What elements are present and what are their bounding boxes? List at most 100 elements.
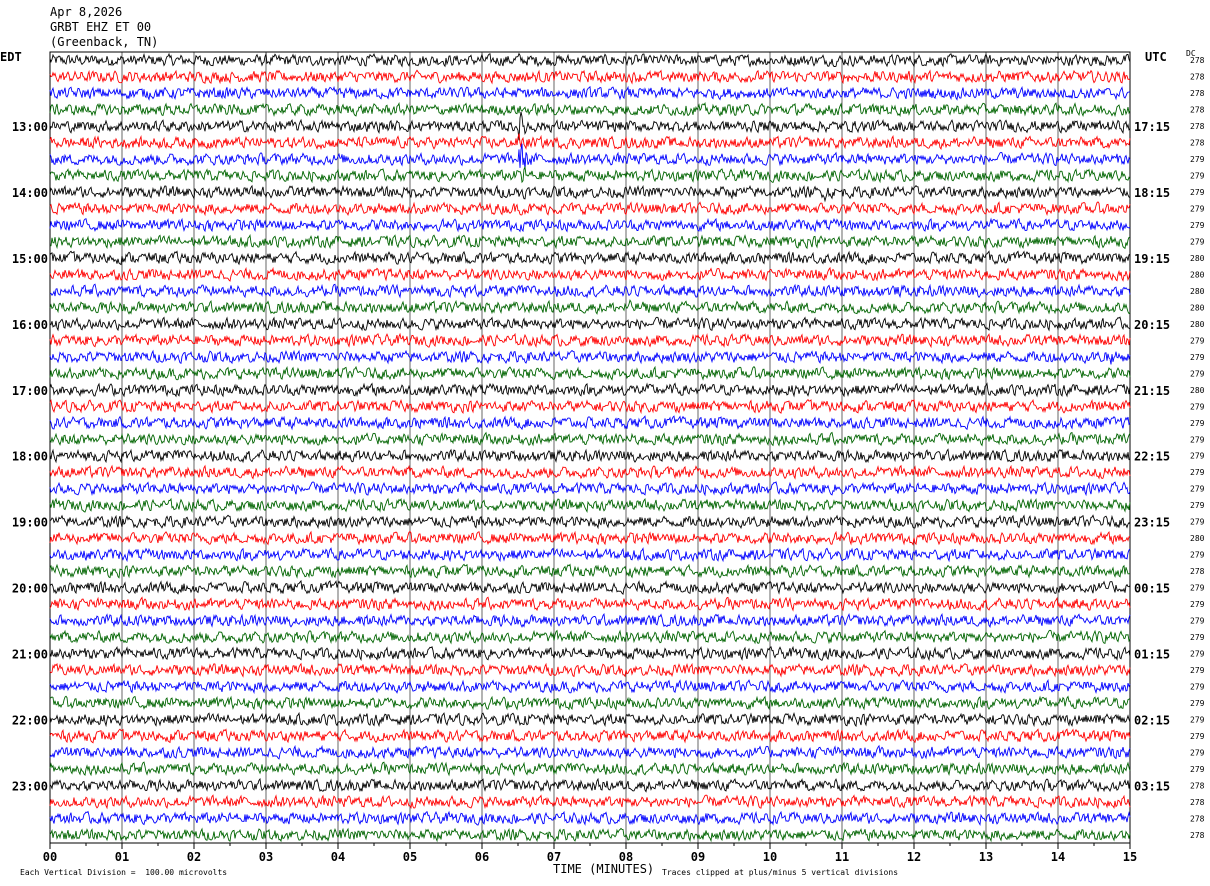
x-tick-label: 12 (907, 850, 921, 864)
seismic-trace (49, 234, 1131, 250)
left-hour-label: 18:00 (12, 450, 48, 464)
dc-offset-label: 279 (1190, 551, 1205, 560)
dc-offset-label: 279 (1190, 238, 1205, 247)
x-tick-label: 01 (115, 850, 129, 864)
seismic-trace (49, 827, 1131, 843)
right-hour-label: 21:15 (1134, 384, 1170, 398)
left-hour-label: 13:00 (12, 120, 48, 134)
seismic-trace (49, 514, 1131, 530)
seismic-trace (49, 101, 1131, 118)
x-tick-label: 11 (835, 850, 849, 864)
dc-offset-label: 280 (1190, 386, 1205, 395)
seismic-trace (49, 111, 1131, 141)
x-tick-label: 06 (475, 850, 489, 864)
x-tick-label: 05 (403, 850, 417, 864)
seismic-trace (49, 143, 1131, 170)
left-hour-label: 19:00 (12, 516, 48, 530)
seismic-trace (49, 332, 1131, 349)
right-hour-label: 03:15 (1134, 779, 1170, 793)
seismic-trace (49, 679, 1131, 695)
x-tick-label: 08 (619, 850, 633, 864)
seismic-trace (49, 645, 1131, 662)
x-tick-label: 10 (763, 850, 777, 864)
dc-offset-label: 279 (1190, 765, 1205, 774)
dc-offset-label: 279 (1190, 468, 1205, 477)
x-tick-label: 07 (547, 850, 561, 864)
dc-offset-label: 278 (1190, 781, 1205, 790)
x-tick-label: 02 (187, 850, 201, 864)
seismic-trace (49, 794, 1131, 810)
seismic-trace (49, 201, 1131, 217)
seismic-trace (49, 382, 1131, 398)
seismic-trace (49, 250, 1131, 266)
seismic-trace (49, 299, 1131, 315)
dc-offset-label: 279 (1190, 435, 1205, 444)
dc-offset-label: 279 (1190, 369, 1205, 378)
dc-offset-label: 280 (1190, 320, 1205, 329)
seismic-trace (49, 415, 1131, 431)
dc-offset-label: 278 (1190, 56, 1205, 65)
seismic-trace (49, 579, 1131, 595)
dc-offset-label: 279 (1190, 633, 1205, 642)
dc-offset-label: 278 (1190, 139, 1205, 148)
right-hour-label: 17:15 (1134, 120, 1170, 134)
dc-offset-label: 280 (1190, 254, 1205, 263)
dc-offset-label: 279 (1190, 205, 1205, 214)
x-axis-title: TIME (MINUTES) (553, 862, 655, 876)
right-hour-label: 18:15 (1134, 186, 1170, 200)
seismic-trace (49, 266, 1131, 282)
clip-note: Traces clipped at plus/minus 5 vertical … (662, 868, 899, 877)
left-timezone-label: EDT (0, 50, 22, 64)
seismic-trace (49, 530, 1131, 546)
x-tick-label: 09 (691, 850, 705, 864)
right-hour-label: 20:15 (1134, 318, 1170, 332)
dc-offset-label: 279 (1190, 336, 1205, 345)
dc-offset-label: 279 (1190, 419, 1205, 428)
seismic-trace (49, 662, 1131, 678)
dc-offset-label: 278 (1190, 567, 1205, 576)
dc-offset-label: 278 (1190, 798, 1205, 807)
x-tick-label: 14 (1051, 850, 1065, 864)
seismic-trace (49, 481, 1131, 497)
left-hour-label: 23:00 (12, 779, 48, 793)
dc-offset-label: 279 (1190, 402, 1205, 411)
x-tick-label: 03 (259, 850, 273, 864)
seismic-trace (49, 497, 1131, 513)
seismic-trace (49, 316, 1131, 332)
right-hour-label: 00:15 (1134, 582, 1170, 596)
dc-offset-label: 279 (1190, 666, 1205, 675)
dc-offset-label: 278 (1190, 122, 1205, 131)
dc-offset-label: 278 (1190, 106, 1205, 115)
dc-offset-label: 279 (1190, 699, 1205, 708)
seismic-trace (49, 349, 1131, 365)
dc-offset-label: 280 (1190, 287, 1205, 296)
seismic-trace (49, 728, 1131, 744)
dc-offset-label: 280 (1190, 270, 1205, 279)
dc-offset-label: 280 (1190, 303, 1205, 312)
header-station: GRBT EHZ ET 00 (50, 20, 152, 34)
right-hour-label: 22:15 (1134, 450, 1170, 464)
dc-offset-label: 280 (1190, 534, 1205, 543)
x-tick-label: 00 (43, 850, 57, 864)
dc-offset-label: 279 (1190, 715, 1205, 724)
left-hour-label: 16:00 (12, 318, 48, 332)
seismic-trace (49, 612, 1131, 628)
left-hour-label: 21:00 (12, 647, 48, 661)
seismic-trace (49, 365, 1131, 381)
dc-offset-label: 279 (1190, 155, 1205, 164)
dc-offset-label: 279 (1190, 501, 1205, 510)
dc-offset-label: 279 (1190, 485, 1205, 494)
dc-offset-label: 278 (1190, 814, 1205, 823)
seismic-trace (49, 777, 1131, 793)
seismic-trace (49, 85, 1131, 101)
seismic-trace (49, 431, 1131, 447)
dc-offset-label: 279 (1190, 452, 1205, 461)
dc-offset-label: 279 (1190, 188, 1205, 197)
left-hour-label: 15:00 (12, 252, 48, 266)
right-timezone-label: UTC (1145, 50, 1167, 64)
dc-offset-label: 279 (1190, 518, 1205, 527)
header-date: Apr 8,2026 (50, 5, 123, 19)
seismic-trace (49, 563, 1131, 579)
dc-offset-label: 279 (1190, 748, 1205, 757)
